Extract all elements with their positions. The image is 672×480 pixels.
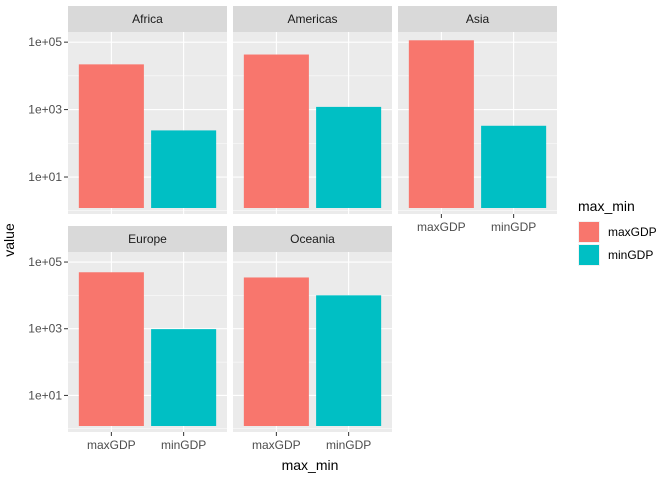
bar-mingdp bbox=[316, 106, 382, 208]
legend: max_min maxGDP minGDP bbox=[578, 198, 657, 266]
y-tick-label: 1e+01 bbox=[28, 388, 62, 402]
bar-maxgdp bbox=[243, 54, 309, 208]
legend-label-maxgdp: maxGDP bbox=[608, 225, 657, 239]
legend-label-mingdp: minGDP bbox=[608, 248, 653, 262]
y-tick-label: 1e+03 bbox=[28, 103, 62, 117]
bar-maxgdp bbox=[78, 64, 144, 209]
facet-strip-label: Africa bbox=[132, 12, 163, 26]
facet-panel-africa: Africa bbox=[68, 6, 227, 214]
bar-mingdp bbox=[481, 125, 547, 208]
facet-strip-label: Europe bbox=[128, 232, 167, 246]
bar-mingdp bbox=[316, 295, 382, 426]
x-tick-label: maxGDP bbox=[252, 438, 301, 452]
x-tick-label: minGDP bbox=[161, 438, 206, 452]
y-axis-title: value bbox=[1, 223, 17, 257]
x-tick-label: maxGDP bbox=[417, 220, 466, 234]
legend-key-maxgdp bbox=[579, 222, 599, 242]
facet-strip-label: Americas bbox=[287, 12, 337, 26]
facet-panel-americas: Americas bbox=[233, 6, 392, 214]
bar-maxgdp bbox=[243, 277, 309, 426]
y-tick-label: 1e+01 bbox=[28, 170, 62, 184]
facet-panel-europe: Europe bbox=[68, 226, 227, 432]
facet-panel-oceania: Oceania bbox=[233, 226, 392, 432]
facet-panel-asia: Asia bbox=[398, 6, 557, 214]
bar-mingdp bbox=[151, 130, 217, 208]
facet-strip bbox=[233, 6, 392, 32]
facet-strip-label: Oceania bbox=[290, 232, 335, 246]
legend-title: max_min bbox=[578, 198, 635, 214]
x-tick-label: minGDP bbox=[491, 220, 536, 234]
y-tick-label: 1e+05 bbox=[28, 35, 62, 49]
facet-strip bbox=[68, 226, 227, 252]
facet-strip bbox=[68, 6, 227, 32]
bar-maxgdp bbox=[408, 40, 474, 208]
facet-strip bbox=[398, 6, 557, 32]
bar-mingdp bbox=[151, 329, 217, 426]
y-tick-label: 1e+05 bbox=[28, 255, 62, 269]
facet-strip bbox=[233, 226, 392, 252]
legend-key-mingdp bbox=[579, 245, 599, 265]
x-axis-title: max_min bbox=[282, 457, 339, 473]
panels-layer: Africa Americas Asia Europe Oceania bbox=[68, 6, 557, 432]
axes-layer: 1e+01 1e+03 1e+05 maxGDP minGDP maxGDP minGDP 1… bbox=[28, 35, 536, 452]
x-tick-label: minGDP bbox=[326, 438, 371, 452]
facet-strip-label: Asia bbox=[466, 12, 490, 26]
y-tick-label: 1e+03 bbox=[28, 322, 62, 336]
bar-maxgdp bbox=[78, 272, 144, 426]
x-tick-label: maxGDP bbox=[87, 438, 136, 452]
